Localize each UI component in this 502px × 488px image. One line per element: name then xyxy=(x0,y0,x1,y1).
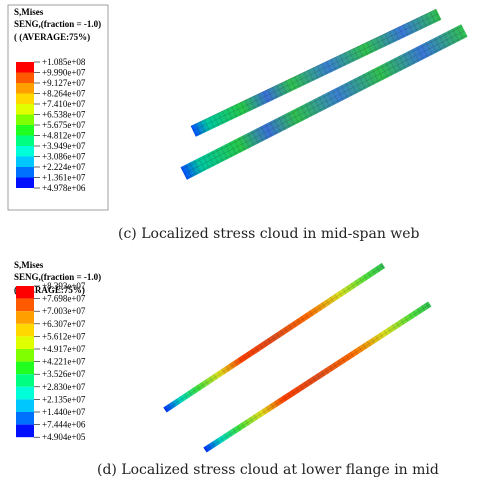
legend-subtitle: SENG,(fraction = -1.0) xyxy=(14,19,101,29)
legend-swatch xyxy=(16,83,34,94)
legend-value: +4.812e+07 xyxy=(42,131,86,141)
legend-value: +5.675e+07 xyxy=(42,120,86,130)
legend-swatch xyxy=(16,157,34,168)
legend-swatch xyxy=(16,94,34,105)
legend-value: +7.698e+07 xyxy=(42,294,86,304)
legend-value: +7.444e+06 xyxy=(42,420,86,430)
legend-swatch xyxy=(16,349,34,362)
legend-swatch xyxy=(16,336,34,349)
figure-canvas: S,Mises SENG,(fraction = -1.0) ( (AVERAGE:… xyxy=(0,0,502,488)
legend-value: +4.917e+07 xyxy=(42,344,86,354)
legend-swatch xyxy=(16,73,34,84)
legend-value: +3.086e+07 xyxy=(42,152,86,162)
legend-value: +2.830e+07 xyxy=(42,382,86,392)
legend-value: +5.612e+07 xyxy=(42,331,86,341)
legend-swatch xyxy=(16,362,34,375)
legend-value: +7.410e+07 xyxy=(42,99,86,109)
caption: (c) Localized stress cloud in mid-span w… xyxy=(118,226,420,242)
legend-value: +1.440e+07 xyxy=(42,407,86,417)
legend-swatch xyxy=(16,115,34,126)
caption: (d) Localized stress cloud at lower flan… xyxy=(97,462,439,478)
beam-web xyxy=(181,9,468,180)
legend-swatch xyxy=(16,286,34,299)
legend-value: +9.127e+07 xyxy=(42,78,86,88)
legend-swatch xyxy=(16,399,34,412)
legend-value: +2.135e+07 xyxy=(42,394,86,404)
legend-value: +4.904e+05 xyxy=(42,432,86,442)
legend-value: +6.538e+07 xyxy=(42,110,86,120)
legend-value: +7.003e+07 xyxy=(42,306,86,316)
legend-value: +3.949e+07 xyxy=(42,141,86,151)
legend-swatch xyxy=(16,387,34,400)
legend-swatch xyxy=(16,311,34,324)
legend-title: S,Mises xyxy=(14,260,44,270)
legend-swatch xyxy=(16,299,34,312)
legend-swatch xyxy=(16,104,34,115)
legend-swatch xyxy=(16,125,34,136)
legend-swatch xyxy=(16,412,34,425)
legend-value: +1.085e+08 xyxy=(42,57,86,67)
legend-swatch xyxy=(16,178,34,189)
legend-average: ( (AVERAGE:75%) xyxy=(14,32,90,42)
legend-swatch xyxy=(16,324,34,337)
legend-swatch xyxy=(16,167,34,178)
figure: S,Mises SENG,(fraction = -1.0) ( (AVERAGE:… xyxy=(0,0,502,488)
legend-value: +4.978e+06 xyxy=(42,183,86,193)
legend-value: +9.990e+07 xyxy=(42,68,86,78)
legend-swatch xyxy=(16,136,34,147)
legend-title: S,Mises xyxy=(14,7,44,17)
legend-swatch xyxy=(16,146,34,157)
beam-flange xyxy=(163,263,431,453)
legend-swatch xyxy=(16,425,34,438)
legend-value: +1.361e+07 xyxy=(42,173,86,183)
legend-swatch xyxy=(16,62,34,73)
legend-swatch xyxy=(16,374,34,387)
legend-value: +3.526e+07 xyxy=(42,369,86,379)
legend-value: +6.307e+07 xyxy=(42,319,86,329)
legend-value: +2.224e+07 xyxy=(42,162,86,172)
legend-value: +8.393e+07 xyxy=(42,281,86,291)
legend-value: +8.264e+07 xyxy=(42,89,86,99)
legend-value: +4.221e+07 xyxy=(42,357,86,367)
